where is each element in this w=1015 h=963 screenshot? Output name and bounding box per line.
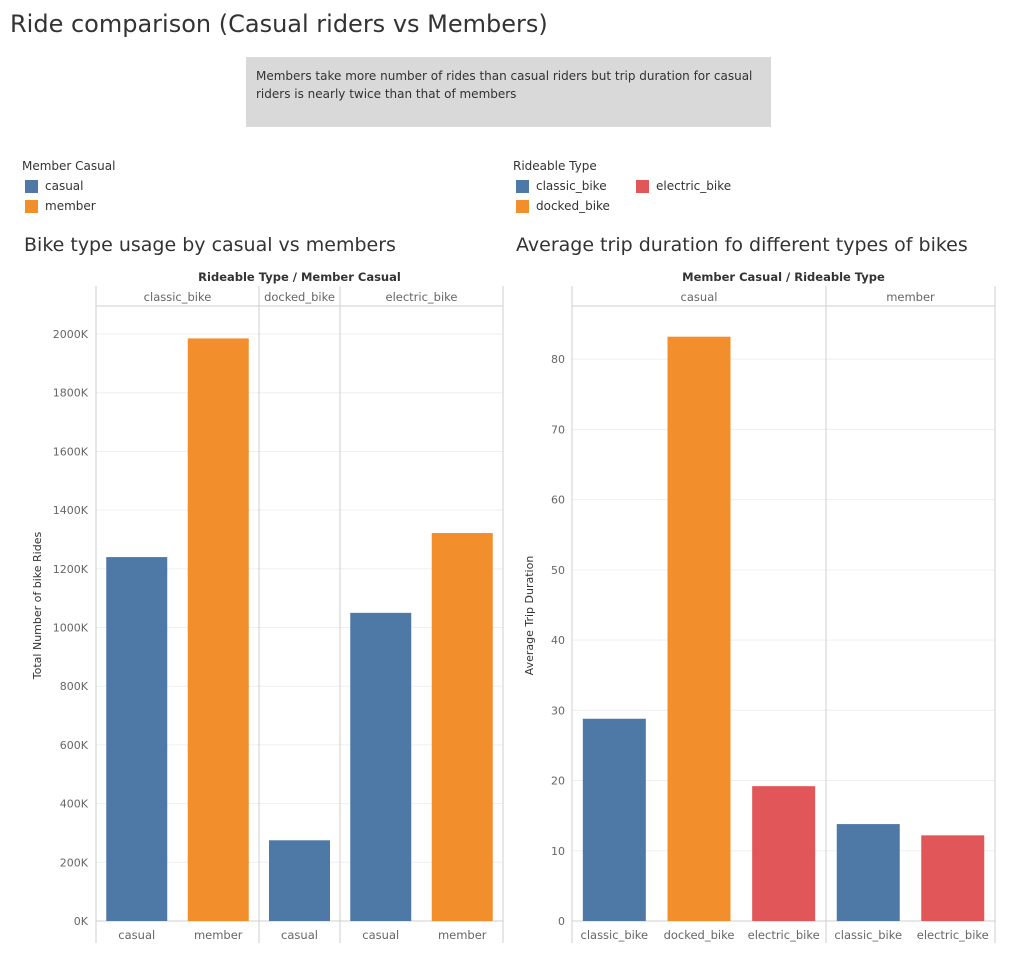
legend-label: electric_bike: [656, 179, 732, 193]
legend-swatch: [516, 179, 529, 193]
x-tick-label: docked_bike: [664, 928, 735, 942]
pane-label: classic_bike: [144, 290, 212, 304]
y-axis-label: Average Trip Duration: [523, 556, 536, 676]
legend-label: classic_bike: [536, 179, 607, 193]
bar-casual-docked-bike[interactable]: [667, 336, 731, 921]
y-tick-label: 40: [551, 634, 565, 647]
x-tick-label: electric_bike: [917, 928, 989, 942]
bar-member-electric-bike[interactable]: [921, 835, 985, 921]
bar-electric-bike-member[interactable]: [431, 533, 493, 921]
pane-label: casual: [681, 290, 718, 304]
bar-member-classic-bike[interactable]: [836, 824, 900, 921]
dashboard-title: Ride comparison (Casual riders vs Member…: [10, 10, 548, 38]
x-tick-label: member: [194, 928, 243, 942]
legend-item-casual[interactable]: casual: [22, 176, 115, 196]
legend-item-member[interactable]: member: [22, 196, 115, 216]
pane-label: docked_bike: [264, 290, 335, 304]
bar-docked-bike-casual[interactable]: [269, 840, 330, 921]
chart-title: Bike type usage by casual vs members: [24, 234, 396, 256]
bar-classic-bike-member[interactable]: [187, 338, 249, 922]
y-tick-label: 1600K: [53, 445, 89, 458]
bar-electric-bike-casual[interactable]: [350, 612, 412, 921]
x-tick-label: classic_bike: [834, 928, 902, 942]
y-tick-label: 0K: [74, 915, 89, 928]
y-tick-label: 1200K: [53, 563, 89, 576]
x-tick-label: casual: [281, 928, 318, 942]
y-axis-label: Total Number of bike Rides: [31, 532, 44, 681]
y-tick-label: 50: [551, 564, 565, 577]
legend-title: Member Casual: [22, 159, 116, 173]
y-tick-label: 10: [551, 845, 565, 858]
bar-classic-bike-casual[interactable]: [106, 557, 168, 921]
y-tick-label: 60: [551, 494, 565, 507]
x-tick-label: classic_bike: [581, 928, 649, 942]
x-tick-label: casual: [118, 928, 155, 942]
y-tick-label: 2000K: [53, 328, 89, 341]
bar-casual-electric-bike[interactable]: [752, 786, 816, 921]
legend-label: casual: [45, 179, 84, 193]
pane-label: electric_bike: [386, 290, 458, 304]
legend-swatch: [636, 179, 649, 193]
x-tick-label: member: [438, 928, 487, 942]
pane-header: Rideable Type / Member Casual: [198, 270, 401, 284]
legend-member-casual: Member Casual casual member: [22, 159, 115, 216]
y-tick-label: 800K: [60, 680, 89, 693]
pane-header: Member Casual / Rideable Type: [682, 270, 885, 284]
y-tick-label: 400K: [60, 798, 89, 811]
legend-item-classic-bike[interactable]: classic_bike: [513, 176, 633, 196]
legend-label: member: [45, 199, 96, 213]
y-tick-label: 70: [551, 423, 565, 436]
legend-swatch: [25, 179, 38, 193]
y-tick-label: 80: [551, 353, 565, 366]
legend-swatch: [516, 199, 529, 213]
y-tick-label: 20: [551, 775, 565, 788]
y-tick-label: 1000K: [53, 622, 89, 635]
y-tick-label: 1800K: [53, 387, 89, 400]
legend-label: docked_bike: [536, 199, 610, 213]
pane-label: member: [886, 290, 935, 304]
chart-title: Average trip duration fo different types…: [516, 234, 968, 256]
legend-item-docked-bike[interactable]: docked_bike: [513, 196, 633, 216]
caption-box: Members take more number of rides than c…: [246, 57, 771, 127]
legend-title: Rideable Type: [513, 159, 597, 173]
y-tick-label: 0: [558, 915, 565, 928]
legend-rideable-type: Rideable Type classic_bike electric_bike…: [513, 159, 743, 216]
bar-casual-classic-bike[interactable]: [582, 718, 646, 921]
legend-item-electric-bike[interactable]: electric_bike: [633, 176, 743, 196]
x-tick-label: electric_bike: [748, 928, 820, 942]
y-tick-label: 200K: [60, 856, 89, 869]
y-tick-label: 1400K: [53, 504, 89, 517]
legend-swatch: [25, 199, 38, 213]
y-tick-label: 30: [551, 704, 565, 717]
x-tick-label: casual: [362, 928, 399, 942]
y-tick-label: 600K: [60, 739, 89, 752]
